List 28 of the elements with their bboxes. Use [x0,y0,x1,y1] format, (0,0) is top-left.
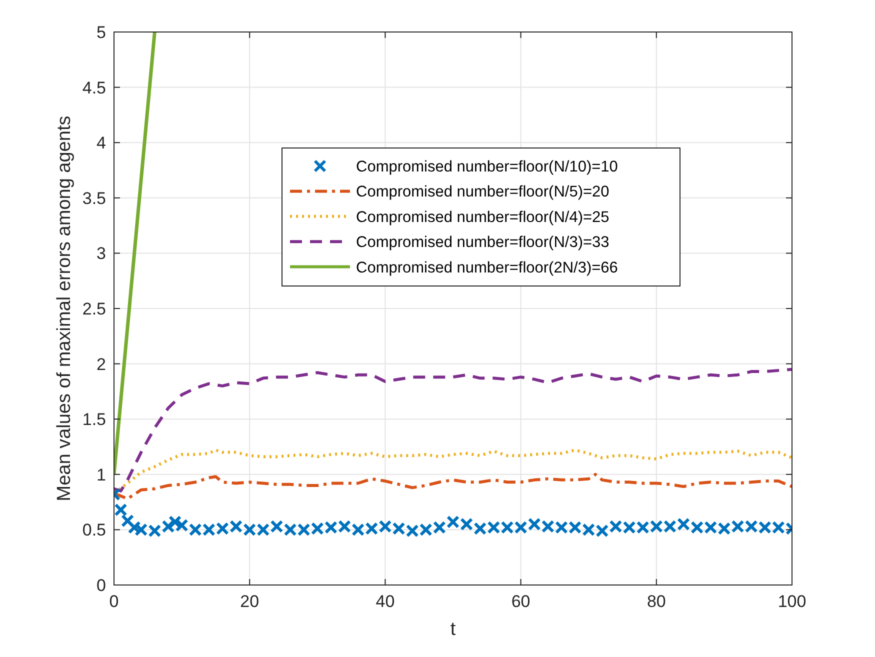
x-axis-title: t [450,619,456,640]
legend-label: Compromised number=floor(2N/3)=66 [356,259,618,276]
line-series [114,472,792,500]
x-tick-label: 60 [511,592,530,611]
y-tick-label: 2.5 [82,300,106,318]
y-tick-label: 3.5 [82,188,106,208]
legend-label: Compromised number=floor(N/5)=20 [356,184,610,201]
x-tick-label: 0 [109,592,119,611]
x-tick-label: 20 [240,592,260,611]
y-tick-label: 1 [96,465,106,484]
x-tick-label: 40 [376,592,395,611]
y-axis-title: Mean values of maximal errors among agents [54,116,75,502]
y-tick-label: 4 [96,134,106,153]
x-tick-label: 80 [646,592,666,611]
point [114,503,128,516]
x-tick-label: 100 [778,592,806,611]
legend-label: Compromised number=floor(N/3)=33 [356,234,610,252]
y-tick-label: 0 [96,576,106,595]
line-series [114,368,792,492]
point [121,514,134,528]
y-tick-label: 4.5 [82,78,106,98]
y-tick-label: 5 [96,23,106,42]
legend-label: Compromised number=floor(N/4)=25 [356,208,610,226]
y-tick-label: 1.5 [82,410,106,430]
y-tick-label: 3 [96,244,106,264]
y-tick-label: 0.5 [82,520,106,540]
y-tick-label: 2 [96,354,106,374]
legend-label: Compromised number=floor(N/10)=10 [356,158,618,176]
